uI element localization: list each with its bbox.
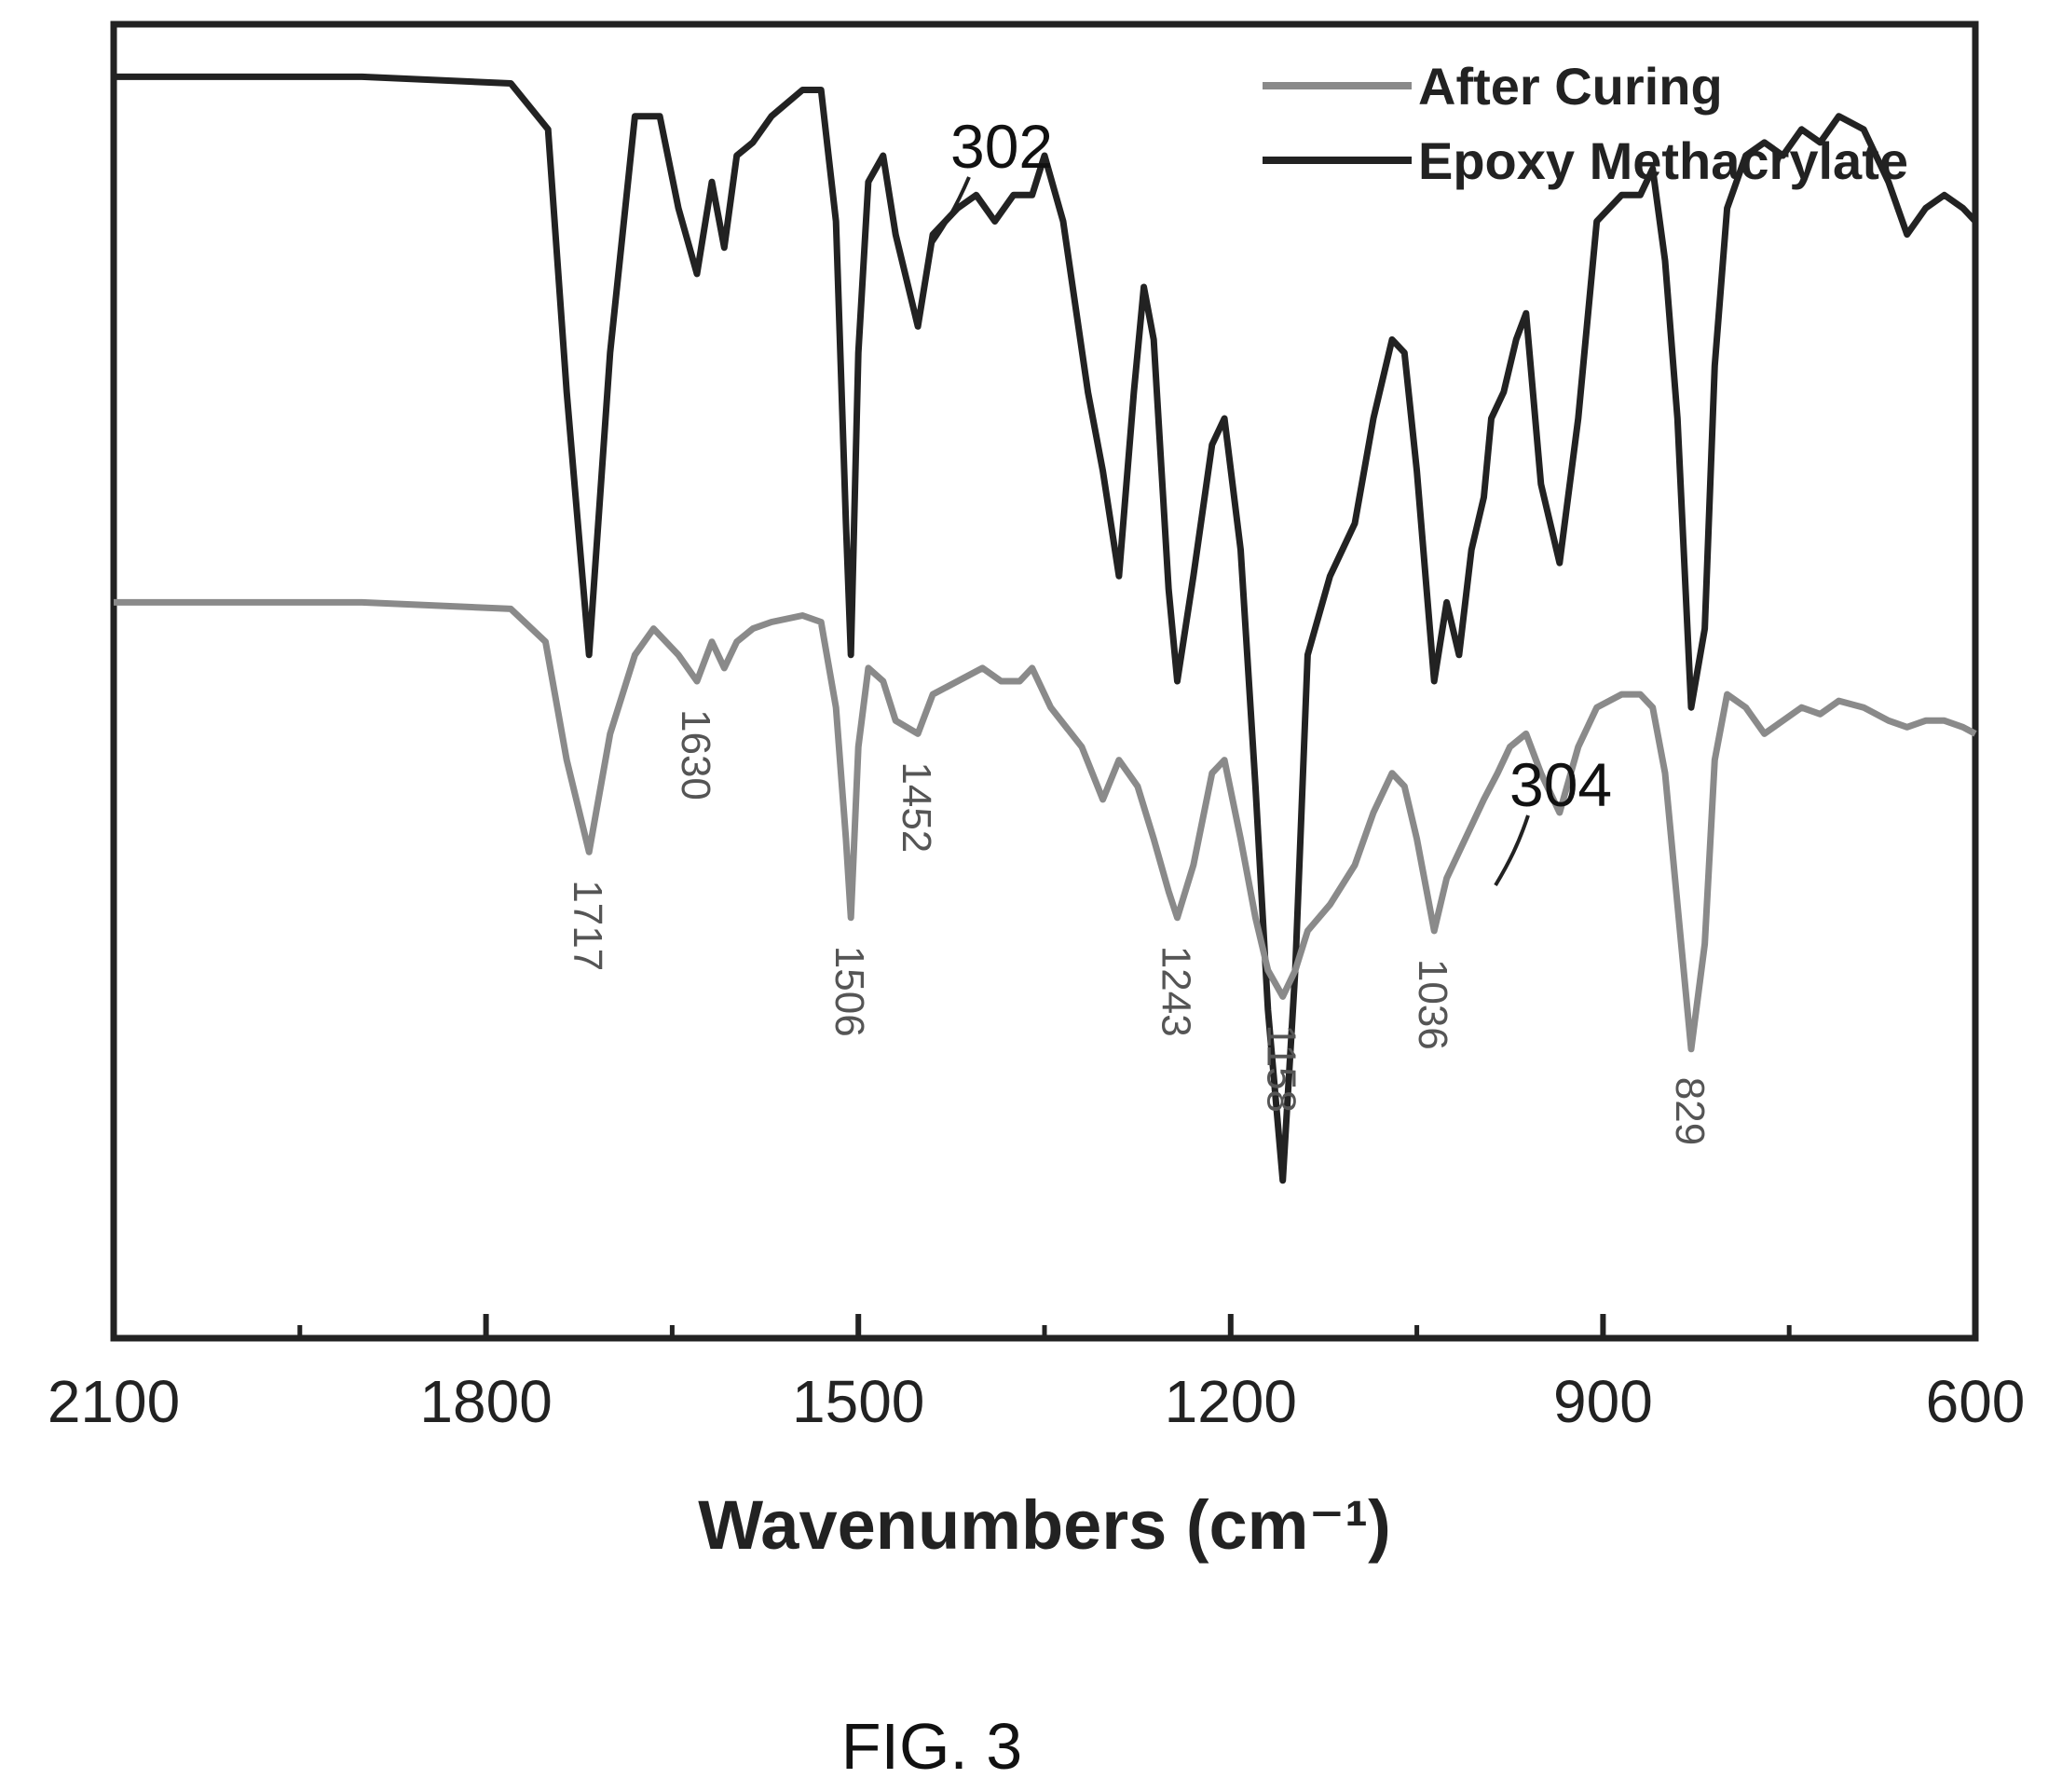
x-axis-ticks: 2100 1800 1500 1200 900 600	[48, 1314, 2026, 1435]
x-tick-label: 1800	[419, 1368, 552, 1435]
x-tick-label: 900	[1553, 1368, 1653, 1435]
series-line-after-curing	[114, 598, 1977, 1053]
x-tick-label: 2100	[48, 1368, 180, 1435]
peak-label: 1630	[673, 709, 718, 800]
legend-label-after-curing: After Curing	[1418, 57, 1723, 116]
peak-labels: 1717 1630 1506 1452 1243 1158 1036 829	[565, 709, 1713, 1145]
series-ref-label-302: 302	[950, 112, 1053, 181]
legend-label-epoxy-methacrylate: Epoxy Methacrylate	[1418, 131, 1908, 190]
x-tick-label: 600	[1926, 1368, 2026, 1435]
ref-304-leader-line	[1494, 814, 1530, 887]
legend: After Curing Epoxy Methacrylate	[1263, 57, 1908, 190]
series-line-epoxy-methacrylate	[114, 73, 1978, 1184]
peak-label: 1506	[826, 946, 872, 1037]
series-ref-label-304: 304	[1509, 750, 1612, 819]
peak-label: 1158	[1259, 1024, 1304, 1113]
x-tick-label: 1200	[1165, 1368, 1297, 1435]
x-tick-label: 1500	[792, 1368, 924, 1435]
peak-label: 829	[1667, 1077, 1713, 1145]
ref-302-leader-line	[928, 176, 971, 249]
x-axis-title: Wavenumbers (cm⁻¹)	[698, 1486, 1391, 1564]
figure-caption: FIG. 3	[841, 1710, 1022, 1783]
peak-label: 1452	[894, 761, 939, 853]
peak-label: 1717	[565, 880, 610, 971]
peak-label: 1036	[1410, 959, 1455, 1050]
peak-label: 1243	[1154, 946, 1199, 1037]
